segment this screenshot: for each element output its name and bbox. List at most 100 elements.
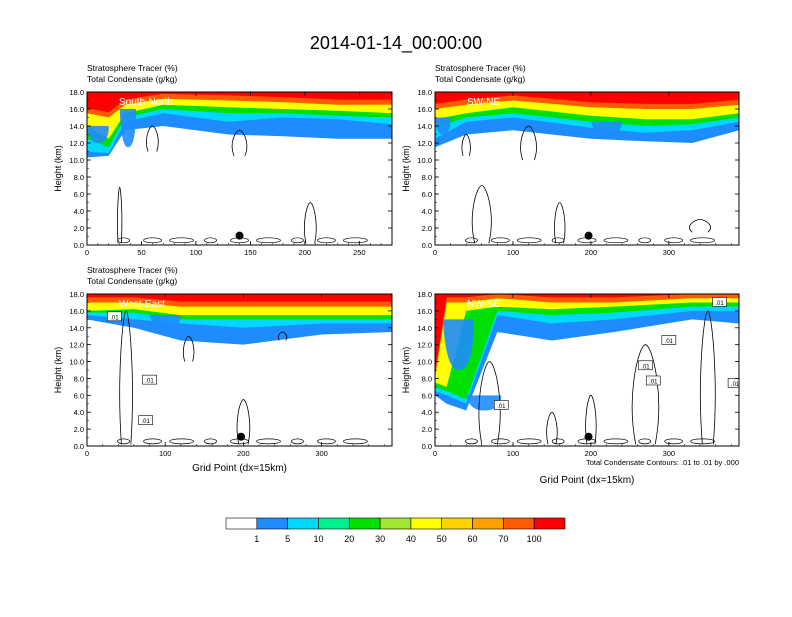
contour-label: .01 — [497, 404, 506, 410]
condensate-contour — [516, 237, 542, 244]
y-tick-label: 12.0 — [69, 341, 84, 350]
y-tick-label: 2.0 — [422, 425, 432, 434]
x-tick-label: 100 — [507, 449, 520, 458]
condensate-contour — [143, 237, 162, 244]
y-tick-label: 10.0 — [417, 156, 432, 165]
colorbar-label: 5 — [285, 534, 290, 544]
colorbar-box — [256, 517, 288, 530]
x-tick-label: 300 — [663, 248, 676, 257]
y-tick-label: 4.0 — [422, 408, 432, 417]
y-tick-label: 10.0 — [69, 358, 84, 367]
contour-label: .01 — [145, 379, 154, 385]
condensate-contour — [554, 202, 566, 244]
colorbar-box — [472, 517, 504, 530]
tracer-band-1 — [435, 294, 739, 379]
colorbar-box — [287, 517, 319, 530]
contour-label-box — [138, 415, 153, 425]
x-tick-label: 300 — [663, 449, 676, 458]
condensate-contour — [303, 202, 317, 244]
location-marker — [237, 432, 246, 441]
y-tick-label: 0.0 — [74, 442, 84, 451]
condensate-contour — [603, 237, 629, 244]
condensate-contour — [638, 438, 652, 445]
contour-label: .01 — [715, 301, 724, 307]
y-tick-label: 16.0 — [417, 105, 432, 114]
contour-label: .01 — [641, 364, 650, 370]
y-tick-label: 16.0 — [69, 105, 84, 114]
y-tick-label: 12.0 — [417, 341, 432, 350]
condensate-contour — [169, 438, 194, 445]
y-tick-label: 8.0 — [422, 173, 432, 182]
condensate-contour — [516, 438, 542, 445]
contour-label: .01 — [731, 382, 740, 388]
condensate-contour — [236, 399, 251, 445]
colorbar-box — [503, 517, 535, 530]
y-tick-label: 10.0 — [417, 358, 432, 367]
condensate-contour — [664, 438, 683, 445]
condensate-contour — [169, 237, 194, 244]
condensate-contour — [117, 186, 123, 244]
plot-area: .01 .01 .01 .01 .01 .01 — [435, 294, 740, 446]
x-tick-label: 150 — [244, 248, 257, 257]
y-tick-label: 14.0 — [417, 324, 432, 333]
contour-label: .01 — [141, 419, 150, 425]
colorbar-box — [410, 517, 443, 530]
plot-area — [435, 92, 739, 245]
condensate-contour — [551, 438, 565, 445]
colorbar-box — [348, 517, 381, 530]
condensate-contour — [631, 344, 660, 445]
colorbar-box — [441, 517, 473, 530]
y-tick-label: 6.0 — [74, 391, 84, 400]
x-tick-label: 200 — [237, 449, 250, 458]
y-tick-label: 2.0 — [74, 425, 84, 434]
y-tick-label: 14.0 — [69, 324, 84, 333]
condensate-contour — [343, 438, 368, 445]
x-tick-label: 50 — [137, 248, 145, 257]
condensate-contour — [256, 438, 281, 445]
tracer-band-top — [435, 92, 739, 104]
colorbar-label: 1 — [254, 534, 259, 544]
condensate-contour — [638, 237, 652, 244]
contour-label-box — [661, 335, 677, 345]
x-axis-label: Grid Point (dx=15km) — [192, 463, 287, 474]
contour-label: .01 — [649, 379, 658, 385]
y-tick-label: 6.0 — [422, 190, 432, 199]
y-tick-label: 18.0 — [69, 88, 84, 97]
x-tick-label: 250 — [353, 248, 366, 257]
y-tick-label: 18.0 — [69, 290, 84, 299]
x-tick-label: 0 — [433, 449, 437, 458]
condensate-contour — [204, 438, 217, 445]
condensate-contour — [343, 237, 368, 244]
panel-title-condensate: Total Condensate (g/kg) — [87, 276, 177, 286]
y-tick-label: 10.0 — [69, 156, 84, 165]
colorbar: 1 5 10 20 30 40 50 60 70 100 — [225, 517, 566, 544]
contour-label-box — [142, 374, 157, 385]
y-tick-label: 0.0 — [74, 241, 84, 250]
panel-title-tracer: Stratosphere Tracer (%) — [435, 63, 526, 73]
tracer-blob — [149, 315, 181, 328]
y-tick-label: 8.0 — [422, 374, 432, 383]
condensate-contour — [291, 237, 304, 244]
y-tick-label: 0.0 — [422, 241, 432, 250]
colorbar-box — [318, 517, 350, 530]
inset-label: SW-NE — [467, 97, 500, 108]
condensate-contour — [471, 185, 492, 244]
condensate-contour — [317, 438, 336, 445]
condensate-contour — [690, 237, 715, 244]
condensate-contour — [143, 438, 162, 445]
y-tick-label: 8.0 — [74, 374, 84, 383]
tracer-band-top — [87, 92, 392, 113]
location-marker — [235, 231, 244, 240]
condensate-contour — [465, 438, 478, 445]
plot-area: .01 .01 .01 — [87, 294, 392, 446]
y-tick-label: 18.0 — [417, 290, 432, 299]
condensate-contour — [117, 237, 130, 244]
y-axis-label: Height (km) — [53, 347, 63, 394]
y-tick-label: 4.0 — [74, 408, 84, 417]
tracer-band-2 — [435, 294, 739, 387]
condensate-contour — [689, 219, 712, 233]
contour-label-box — [645, 375, 661, 386]
condensate-contour — [182, 335, 195, 362]
condensate-contour — [231, 129, 248, 156]
